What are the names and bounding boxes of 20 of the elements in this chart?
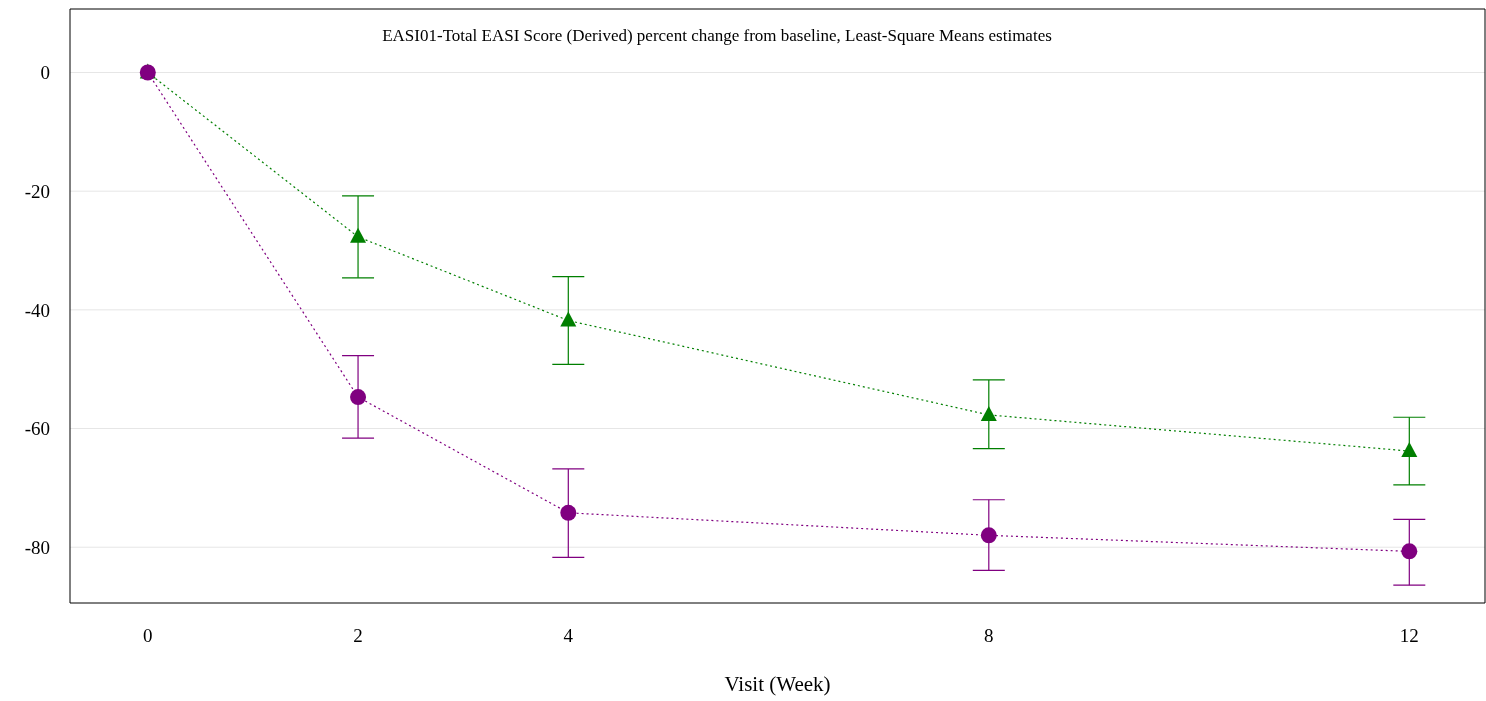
point (350, 227, 367, 243)
text: EASI01-Total EASI Score (Derived) percent change from baseline, Least-Square Means estimates (381, 26, 1053, 46)
y-tick-label: 0 (40, 62, 50, 84)
x-tick-label: 8 (984, 625, 994, 647)
point (980, 527, 997, 544)
point (1401, 543, 1418, 560)
point (560, 504, 577, 521)
x-tick-label: 4 (563, 625, 574, 647)
y-tick-label: -60 (24, 418, 50, 440)
point (560, 311, 577, 327)
x-axis-title: Visit (Week) (724, 672, 831, 696)
point (980, 405, 997, 421)
x-tick-label: 2 (353, 625, 363, 647)
y-tick-label: -20 (24, 180, 50, 202)
y-tick-label: -80 (24, 536, 50, 558)
point (350, 389, 367, 406)
y-tick-label: -40 (24, 299, 50, 321)
point (1401, 442, 1418, 458)
x-tick-label: 0 (143, 625, 153, 647)
x-tick-label: 12 (1399, 625, 1419, 647)
